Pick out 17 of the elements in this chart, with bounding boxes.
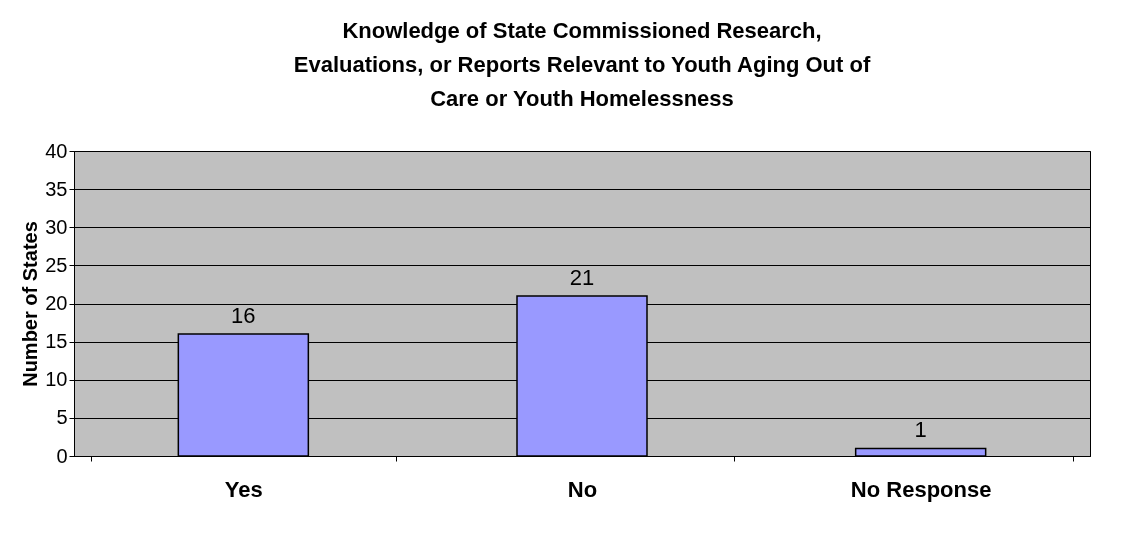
y-tick-label: 0 — [56, 444, 68, 467]
x-tick-label: Yes — [224, 476, 263, 502]
y-tick-label: 35 — [45, 177, 68, 200]
y-axis-title: Number of States — [19, 221, 42, 387]
x-tick-label: No Response — [850, 476, 992, 502]
y-tick-label: 40 — [45, 139, 68, 162]
x-tick-label: No — [567, 476, 598, 502]
y-tick-label: 10 — [45, 368, 68, 391]
data-label: 16 — [231, 303, 256, 328]
y-tick-label: 20 — [45, 292, 68, 314]
y-tick-label: 15 — [45, 330, 68, 353]
y-tick-label: 25 — [45, 253, 68, 276]
y-tick-label: 5 — [56, 406, 68, 429]
data-label: 1 — [914, 417, 927, 443]
data-label: 21 — [569, 264, 595, 290]
y-tick-label: 30 — [45, 215, 68, 238]
chart-title: Knowledge of State Commissioned Research, Evaluations, or Reports Relevant to Youth Aging Out of Care or Youth Homelessness — [293, 18, 871, 111]
